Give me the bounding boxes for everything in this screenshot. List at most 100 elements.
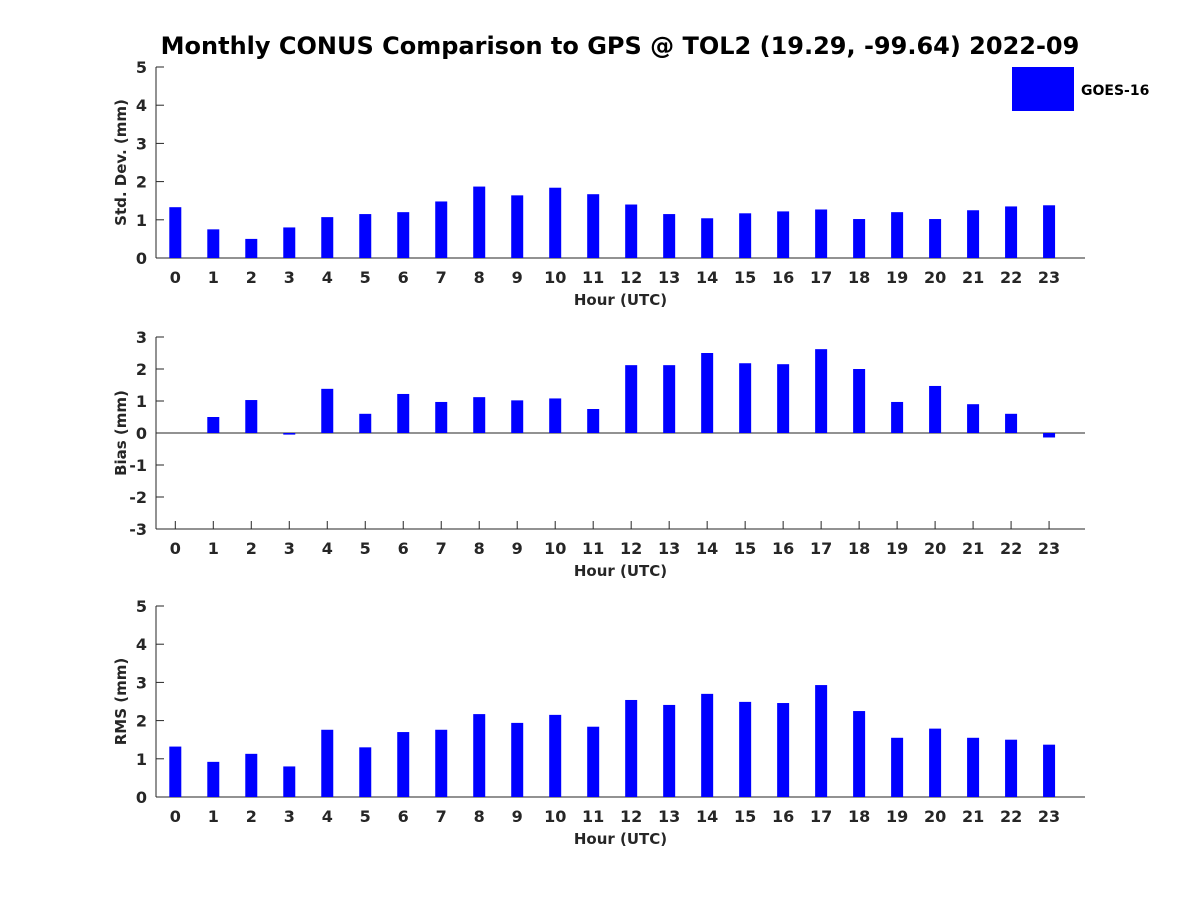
std-dev-y-tick-label: 1 (136, 211, 147, 230)
bias-bar (891, 401, 904, 433)
std-dev-y-tick-label: 0 (136, 249, 147, 268)
std-dev-x-tick-label: 1 (208, 268, 219, 287)
bias-x-tick-label: 14 (696, 539, 718, 558)
legend-swatch (1012, 67, 1074, 111)
std-dev-bar (321, 217, 334, 258)
std-dev-x-tick-label: 16 (772, 268, 794, 287)
rms-y-tick-label: 5 (136, 597, 147, 616)
bias-bar (663, 365, 676, 433)
rms-x-tick-label: 23 (1038, 807, 1060, 826)
rms-x-tick-label: 10 (544, 807, 566, 826)
rms-bar (853, 711, 866, 797)
rms-x-tick-label: 0 (170, 807, 181, 826)
std-dev-bar (891, 212, 904, 258)
std-dev-x-tick-label: 13 (658, 268, 680, 287)
std-dev-x-tick-label: 17 (810, 268, 832, 287)
bias-x-tick-label: 12 (620, 539, 642, 558)
bias-bar (1005, 413, 1018, 433)
bias-bar (777, 364, 790, 433)
bias-bar (853, 369, 866, 433)
bias-x-tick-label: 6 (398, 539, 409, 558)
bias-x-tick-label: 20 (924, 539, 946, 558)
rms-x-tick-label: 12 (620, 807, 642, 826)
std-dev-bar (207, 229, 220, 258)
std-dev-x-tick-label: 11 (582, 268, 604, 287)
std-dev-x-tick-label: 12 (620, 268, 642, 287)
rms-bar (625, 699, 638, 797)
bias-bar (587, 409, 600, 433)
std-dev-x-tick-label: 20 (924, 268, 946, 287)
bias-x-tick-label: 18 (848, 539, 870, 558)
rms-bar (1043, 744, 1056, 797)
rms-bar (283, 766, 296, 797)
std-dev-bar (1005, 206, 1018, 258)
std-dev-y-axis-label: Std. Dev. (mm) (112, 99, 130, 226)
std-dev-x-tick-label: 19 (886, 268, 908, 287)
rms-bar (207, 761, 220, 797)
std-dev-bar (397, 212, 410, 258)
rms-x-tick-label: 9 (512, 807, 523, 826)
rms-bar (891, 737, 904, 797)
rms-y-axis-label: RMS (mm) (112, 658, 130, 745)
rms-bar (435, 729, 448, 797)
bias-bar (929, 385, 942, 433)
bias-x-tick-label: 4 (322, 539, 333, 558)
rms-bar (967, 737, 980, 797)
bias-x-tick-label: 10 (544, 539, 566, 558)
bias-bar (321, 388, 334, 433)
std-dev-bar (245, 238, 258, 258)
bias-x-tick-label: 19 (886, 539, 908, 558)
bias-x-tick-label: 1 (208, 539, 219, 558)
rms-x-axis-label: Hour (UTC) (574, 830, 667, 848)
bias-bar (701, 353, 714, 433)
std-dev-x-tick-label: 3 (284, 268, 295, 287)
std-dev-x-tick-label: 7 (436, 268, 447, 287)
std-dev-bar (359, 214, 372, 258)
bias-bar (473, 397, 486, 433)
rms-bar (663, 704, 676, 797)
rms-x-tick-label: 3 (284, 807, 295, 826)
rms-bar (929, 728, 942, 797)
bias-x-tick-label: 3 (284, 539, 295, 558)
rms-x-tick-label: 5 (360, 807, 371, 826)
bias-x-tick-label: 9 (512, 539, 523, 558)
std-dev-bar (815, 209, 828, 258)
rms-bar (359, 747, 372, 797)
bias-bar (625, 365, 638, 433)
rms-x-tick-label: 19 (886, 807, 908, 826)
bias-x-tick-label: 22 (1000, 539, 1022, 558)
bias-bar (435, 401, 448, 433)
bias-y-tick-label: 0 (136, 424, 147, 443)
std-dev-bar (169, 207, 182, 258)
std-dev-x-tick-label: 14 (696, 268, 718, 287)
bias-bar (967, 404, 980, 433)
bias-y-tick-label: 3 (136, 328, 147, 347)
rms-bar (701, 693, 714, 797)
std-dev-bar (853, 219, 866, 258)
std-dev-x-tick-label: 6 (398, 268, 409, 287)
rms-x-tick-label: 20 (924, 807, 946, 826)
rms-bar (321, 729, 334, 797)
rms-y-tick-label: 2 (136, 712, 147, 731)
rms-x-tick-label: 21 (962, 807, 984, 826)
bias-bar (815, 349, 828, 433)
rms-x-tick-label: 6 (398, 807, 409, 826)
bias-x-tick-label: 17 (810, 539, 832, 558)
rms-y-tick-label: 0 (136, 788, 147, 807)
rms-x-tick-label: 7 (436, 807, 447, 826)
rms-x-tick-label: 4 (322, 807, 333, 826)
std-dev-x-tick-label: 4 (322, 268, 333, 287)
std-dev-bar (473, 186, 486, 258)
bias-bar (397, 393, 410, 433)
rms-bar (473, 714, 486, 797)
bias-x-tick-label: 21 (962, 539, 984, 558)
bias-y-tick-label: 2 (136, 360, 147, 379)
bias-bar (1043, 433, 1056, 438)
bias-x-tick-label: 16 (772, 539, 794, 558)
rms-bar (587, 726, 600, 797)
rms-bar (739, 701, 752, 797)
